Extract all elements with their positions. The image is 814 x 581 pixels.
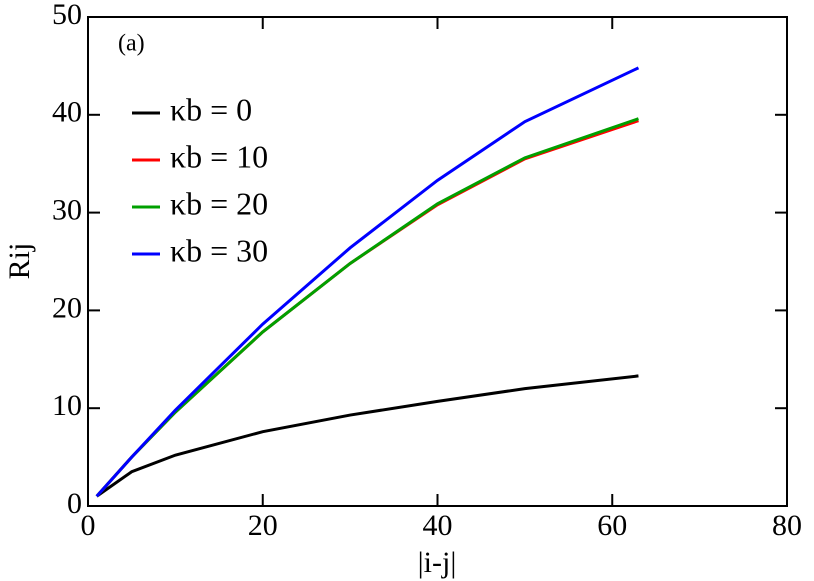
x-tick-label: 20	[248, 509, 278, 542]
series-line	[95, 66, 640, 498]
series-line	[95, 119, 639, 498]
y-tick-label: 50	[52, 0, 82, 31]
y-tick-label: 30	[52, 193, 82, 226]
x-tick-label: 0	[81, 509, 96, 542]
x-axis-label: |i-j|	[418, 546, 457, 579]
x-tick-label: 60	[597, 509, 627, 542]
x-tick-label: 40	[423, 509, 453, 542]
legend-label: κb = 10	[170, 138, 268, 174]
series-line	[95, 117, 639, 498]
legend-label: κb = 0	[170, 91, 252, 127]
x-tick-label: 80	[772, 509, 802, 542]
y-tick-label: 20	[52, 291, 82, 324]
legend-label: κb = 30	[170, 232, 268, 268]
series-line	[95, 374, 639, 498]
legend-label: κb = 20	[170, 185, 268, 221]
y-tick-label: 10	[52, 389, 82, 422]
annotation: (a)	[118, 31, 145, 57]
y-axis-label: Rij	[3, 243, 36, 280]
y-tick-label: 0	[67, 487, 82, 520]
y-tick-label: 40	[52, 96, 82, 129]
